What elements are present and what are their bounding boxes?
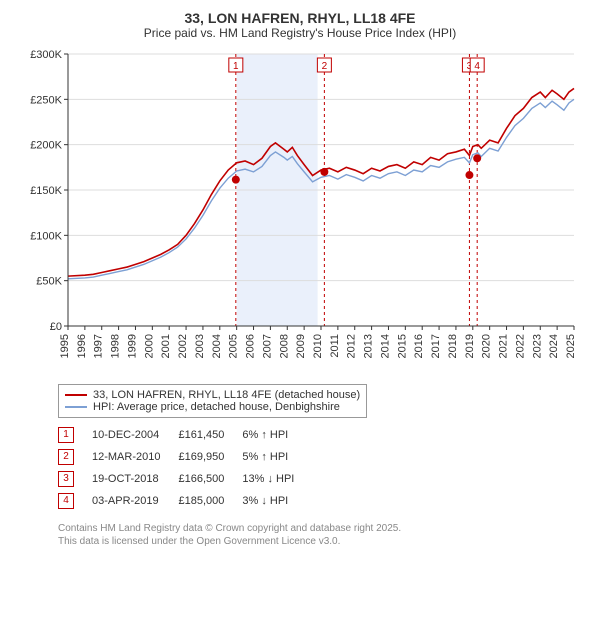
svg-text:2021: 2021 xyxy=(498,334,510,358)
svg-text:£300K: £300K xyxy=(30,49,62,61)
transaction-price: £166,500 xyxy=(178,468,242,490)
svg-text:1998: 1998 xyxy=(110,334,122,358)
legend-item: HPI: Average price, detached house, Denb… xyxy=(65,401,360,413)
svg-text:2016: 2016 xyxy=(413,334,425,358)
transaction-date: 10-DEC-2004 xyxy=(92,424,178,446)
svg-text:1996: 1996 xyxy=(76,334,88,358)
svg-text:2012: 2012 xyxy=(346,334,358,358)
transaction-pct: 6% ↑ HPI xyxy=(242,424,312,446)
legend-item: 33, LON HAFREN, RHYL, LL18 4FE (detached… xyxy=(65,389,360,401)
svg-text:4: 4 xyxy=(474,61,480,72)
svg-text:2007: 2007 xyxy=(261,334,273,358)
svg-text:£50K: £50K xyxy=(36,276,62,288)
transaction-marker: 4 xyxy=(58,493,74,509)
transaction-pct: 5% ↑ HPI xyxy=(242,446,312,468)
svg-text:2009: 2009 xyxy=(295,334,307,358)
svg-text:£100K: £100K xyxy=(30,230,62,242)
svg-text:2: 2 xyxy=(322,61,328,72)
table-row: 2 12-MAR-2010£169,9505% ↑ HPI xyxy=(58,446,312,468)
svg-text:2023: 2023 xyxy=(531,334,543,358)
transaction-price: £161,450 xyxy=(178,424,242,446)
svg-text:1995: 1995 xyxy=(59,334,71,358)
svg-text:£200K: £200K xyxy=(30,140,62,152)
chart-area: £0 £50K £100K £150K £200K £250K £300K 1995 1996 1… xyxy=(20,48,580,378)
transaction-date: 12-MAR-2010 xyxy=(92,446,178,468)
svg-text:2018: 2018 xyxy=(447,334,459,358)
table-row: 3 19-OCT-2018£166,50013% ↓ HPI xyxy=(58,468,312,490)
transaction-marker: 2 xyxy=(58,449,74,465)
svg-text:2008: 2008 xyxy=(278,334,290,358)
legend-label: HPI: Average price, detached house, Denb… xyxy=(93,401,340,413)
transaction-price: £169,950 xyxy=(178,446,242,468)
svg-text:2005: 2005 xyxy=(228,334,240,358)
legend-swatch xyxy=(65,406,87,408)
transaction-marker: 1 xyxy=(58,427,74,443)
transaction-price: £185,000 xyxy=(178,490,242,512)
svg-text:2011: 2011 xyxy=(329,334,341,358)
table-row: 1 10-DEC-2004£161,4506% ↑ HPI xyxy=(58,424,312,446)
svg-text:2025: 2025 xyxy=(565,334,577,358)
transaction-date: 03-APR-2019 xyxy=(92,490,178,512)
footer-line: This data is licensed under the Open Gov… xyxy=(58,535,590,548)
svg-text:2020: 2020 xyxy=(481,334,493,358)
svg-text:£0: £0 xyxy=(50,321,62,333)
chart-title: 33, LON HAFREN, RHYL, LL18 4FE xyxy=(10,10,590,26)
svg-text:1997: 1997 xyxy=(93,334,105,358)
svg-text:£250K: £250K xyxy=(30,94,62,106)
line-chart: £0 £50K £100K £150K £200K £250K £300K 1995 1996 1… xyxy=(20,48,580,378)
svg-text:2001: 2001 xyxy=(160,334,172,358)
svg-text:2013: 2013 xyxy=(363,334,375,358)
svg-text:2004: 2004 xyxy=(211,334,223,358)
transaction-date: 19-OCT-2018 xyxy=(92,468,178,490)
chart-legend: 33, LON HAFREN, RHYL, LL18 4FE (detached… xyxy=(58,384,367,418)
attribution-footer: Contains HM Land Registry data © Crown c… xyxy=(58,522,590,548)
svg-text:2000: 2000 xyxy=(143,334,155,358)
footer-line: Contains HM Land Registry data © Crown c… xyxy=(58,522,590,535)
svg-text:£150K: £150K xyxy=(30,185,62,197)
transaction-marker: 3 xyxy=(58,471,74,487)
transaction-pct: 13% ↓ HPI xyxy=(242,468,312,490)
legend-swatch xyxy=(65,394,87,396)
transaction-pct: 3% ↓ HPI xyxy=(242,490,312,512)
svg-text:2010: 2010 xyxy=(312,334,324,358)
svg-text:2003: 2003 xyxy=(194,334,206,358)
svg-text:2002: 2002 xyxy=(177,334,189,358)
svg-text:2006: 2006 xyxy=(245,334,257,358)
svg-text:2014: 2014 xyxy=(379,334,391,358)
table-row: 4 03-APR-2019£185,0003% ↓ HPI xyxy=(58,490,312,512)
chart-header: 33, LON HAFREN, RHYL, LL18 4FE Price pai… xyxy=(10,10,590,40)
svg-text:1: 1 xyxy=(233,61,239,72)
transactions-table: 1 10-DEC-2004£161,4506% ↑ HPI 2 12-MAR-2010… xyxy=(58,424,312,512)
svg-text:2017: 2017 xyxy=(430,334,442,358)
chart-subtitle: Price paid vs. HM Land Registry's House … xyxy=(10,26,590,40)
legend-label: 33, LON HAFREN, RHYL, LL18 4FE (detached… xyxy=(93,389,360,401)
svg-text:2015: 2015 xyxy=(396,334,408,358)
svg-text:2022: 2022 xyxy=(514,334,526,358)
svg-text:2019: 2019 xyxy=(464,334,476,358)
svg-text:1999: 1999 xyxy=(126,334,138,358)
svg-text:2024: 2024 xyxy=(548,334,560,358)
